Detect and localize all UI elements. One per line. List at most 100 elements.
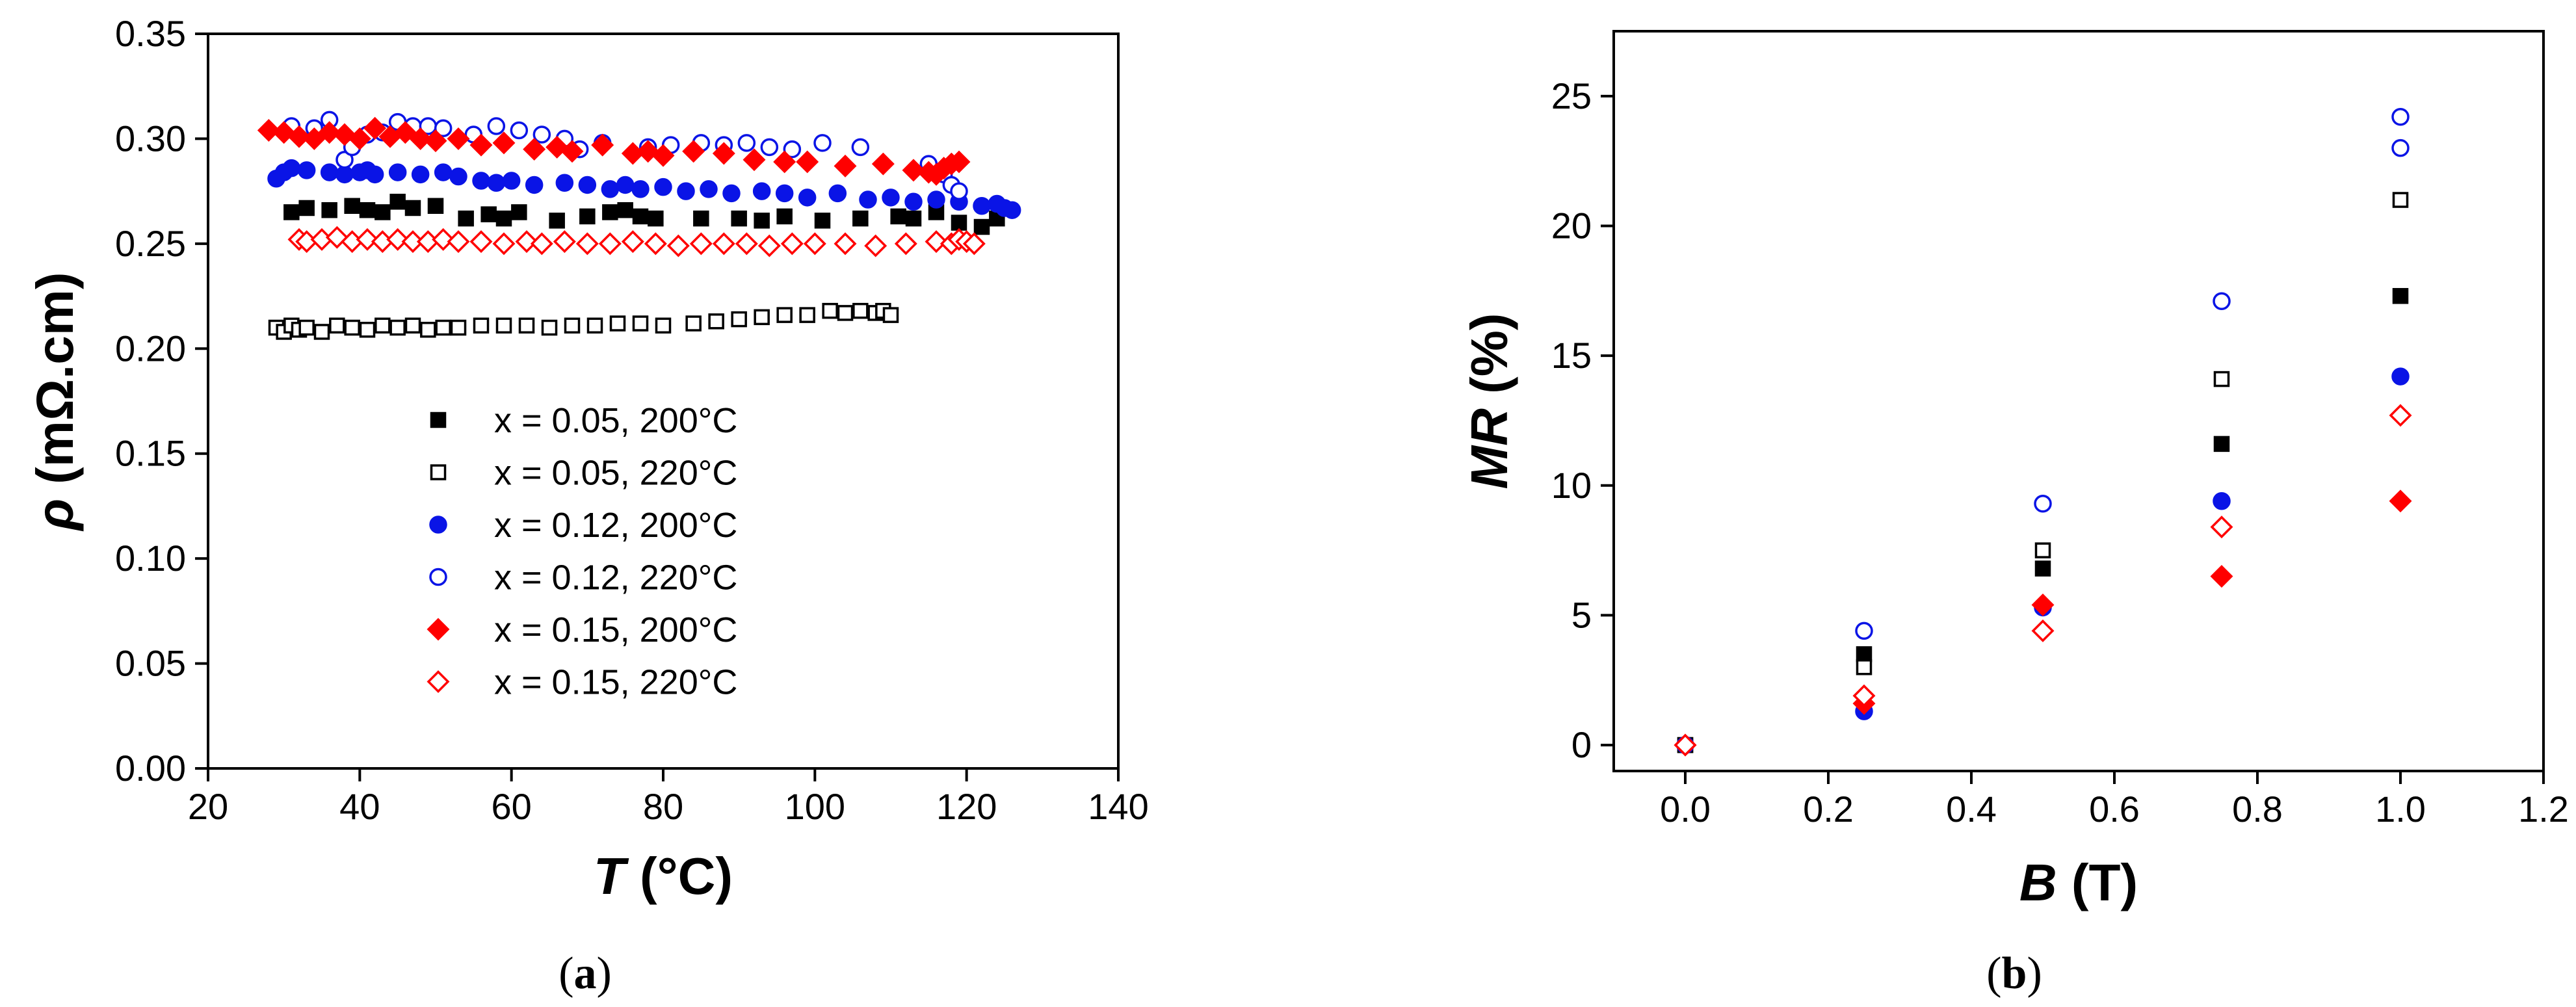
- panel-a-point-s1-11: [404, 317, 421, 334]
- panel-b-point-s6-3: [2210, 516, 2233, 539]
- panel-b-label-letter: b: [2002, 948, 2027, 999]
- panel-a-point-s4-0: [257, 119, 280, 142]
- panel-a-point-s3-23: [760, 138, 779, 157]
- panel-b-point-s1-1: [1856, 659, 1873, 675]
- x-tick-label: 0.8: [2232, 789, 2283, 830]
- x-tick-label: 100: [785, 786, 845, 827]
- panel-a-point-s2-8: [365, 165, 384, 184]
- legend-marker: [429, 516, 447, 534]
- panel-a-point-s1-29: [799, 307, 815, 323]
- panel-a-point-s5-8: [401, 230, 425, 254]
- panel-a-point-s4-14: [492, 131, 516, 155]
- panel-a-point-s3-25: [813, 134, 832, 152]
- panel-a-point-s0-10: [480, 206, 497, 222]
- panel-a-point-s5-21: [666, 234, 690, 257]
- panel-a-point-s4-27: [834, 154, 857, 177]
- panel-a-point-s5-10: [432, 228, 455, 251]
- panel-b-ylabel: MR (%): [1460, 313, 1518, 489]
- panel-a-point-s0-22: [776, 208, 793, 225]
- panel-a-point-s2-5: [335, 165, 354, 184]
- panel-a-point-s2-3: [297, 161, 316, 179]
- panel-b-xlabel: B (T): [2019, 854, 2138, 911]
- y-tick-label: 20: [1551, 205, 1592, 246]
- panel-a-point-s5-13: [492, 232, 516, 255]
- panel-a-label-letter: a: [574, 948, 597, 999]
- panel-a-point-s2-20: [616, 176, 635, 194]
- panel-a-point-s1-20: [586, 317, 603, 334]
- legend-label: x = 0.12, 200°C: [494, 506, 737, 545]
- panel-a-point-s5-5: [356, 228, 379, 251]
- panel-a-point-s1-23: [655, 317, 672, 334]
- panel-a-point-s5-25: [757, 234, 781, 257]
- panel-a-point-s4-2: [287, 125, 311, 148]
- y-tick-label: 0: [1571, 724, 1592, 765]
- y-tick-label: 0.15: [115, 433, 186, 474]
- panel-a-point-s5-30: [894, 232, 917, 255]
- panel-a-ylabel: ρ (mΩ.cm): [26, 272, 84, 531]
- panel-a-point-s2-30: [859, 190, 877, 209]
- panel-a-point-s4-12: [447, 127, 470, 150]
- panel-a-point-s1-8: [359, 321, 376, 338]
- panel-a-point-s2-4: [320, 163, 339, 181]
- panel-a-point-s4-9: [393, 121, 417, 144]
- panel-b-marks: [1674, 108, 2412, 757]
- panel-a-point-s2-21: [631, 180, 650, 198]
- panel-b-point-s0-2: [2034, 560, 2051, 577]
- panel-a-point-s2-18: [578, 176, 597, 194]
- panel-a-point-s0-15: [602, 204, 618, 220]
- y-tick-label: 5: [1571, 594, 1592, 635]
- panel-a-legend: x = 0.05, 200°C x = 0.05, 220°C x = 0.12, …: [427, 401, 737, 702]
- panel-a-point-s4-29: [902, 159, 925, 182]
- panel-a-point-s5-27: [803, 232, 826, 255]
- x-tick-label: 120: [936, 786, 997, 827]
- panel-a-point-s3-13: [510, 121, 529, 140]
- panel-b-point-s0-4: [2392, 288, 2409, 304]
- panel-b-point-s6-0: [1674, 733, 1697, 757]
- panel-a-point-s2-2: [282, 159, 301, 177]
- panel-a-point-s1-15: [473, 317, 490, 334]
- panel-b-point-s5-3: [2210, 565, 2233, 588]
- panel-a-point-s0-11: [495, 210, 512, 227]
- panel-a-point-s5-28: [834, 232, 857, 255]
- panel-a-point-s5-31: [925, 230, 948, 254]
- panel-b-point-s6-2: [2031, 619, 2055, 642]
- panel-a-point-s2-16: [525, 176, 544, 194]
- panel-a-point-s1-27: [754, 309, 770, 326]
- panel-a-point-s0-19: [693, 210, 709, 227]
- panel-a-point-s5-35: [962, 232, 986, 255]
- panel-a-point-s1-16: [495, 317, 512, 334]
- panel-a-point-s2-25: [722, 184, 741, 203]
- panel-b-point-s6-4: [2389, 404, 2412, 427]
- panel-a-point-s0-1: [298, 200, 315, 216]
- panel-b-point-s3-4: [2391, 108, 2410, 126]
- legend-marker: [430, 464, 447, 480]
- panel-a-point-s3-12: [487, 117, 506, 135]
- panel-b-chart: 0.0 0.2 0.4 0.6 0.8 1.0 1.2 0 5 10 15 20 25 B (T) MR…: [1460, 30, 2569, 999]
- panel-a-point-s1-30: [822, 302, 838, 319]
- legend-label: x = 0.15, 200°C: [494, 610, 737, 649]
- x-tick-label: 0.0: [1660, 789, 1711, 830]
- panel-a-point-s1-25: [708, 313, 724, 330]
- panel-a-point-s0-28: [951, 215, 967, 231]
- panel-a-point-s0-18: [648, 210, 664, 227]
- x-tick-label: 60: [492, 786, 532, 827]
- panel-a-point-s2-10: [411, 165, 430, 184]
- y-tick-label: 15: [1551, 335, 1592, 376]
- panel-b-ticks: 0.0 0.2 0.4 0.6 0.8 1.0 1.2 0 5 10 15 20 25: [1551, 75, 2569, 830]
- panel-b-point-s0-3: [2213, 436, 2230, 452]
- panel-a-point-s1-21: [609, 315, 626, 332]
- panel-a-point-s1-18: [541, 319, 558, 336]
- panel-a-point-s0-21: [754, 213, 770, 229]
- panel-a-point-s4-24: [743, 148, 766, 172]
- y-tick-label: 25: [1551, 75, 1592, 116]
- x-tick-label: 40: [339, 786, 380, 827]
- panel-a-point-s4-18: [591, 133, 614, 157]
- panel-a-point-s4-22: [682, 140, 705, 163]
- panel-b-point-s1-4: [2392, 192, 2409, 208]
- panel-a-point-s4-10: [409, 127, 432, 150]
- y-tick-label: 0.05: [115, 643, 186, 684]
- panel-a-point-s1-22: [632, 315, 649, 332]
- panel-a-point-s4-7: [363, 116, 387, 140]
- panel-a-point-s1-17: [518, 317, 535, 334]
